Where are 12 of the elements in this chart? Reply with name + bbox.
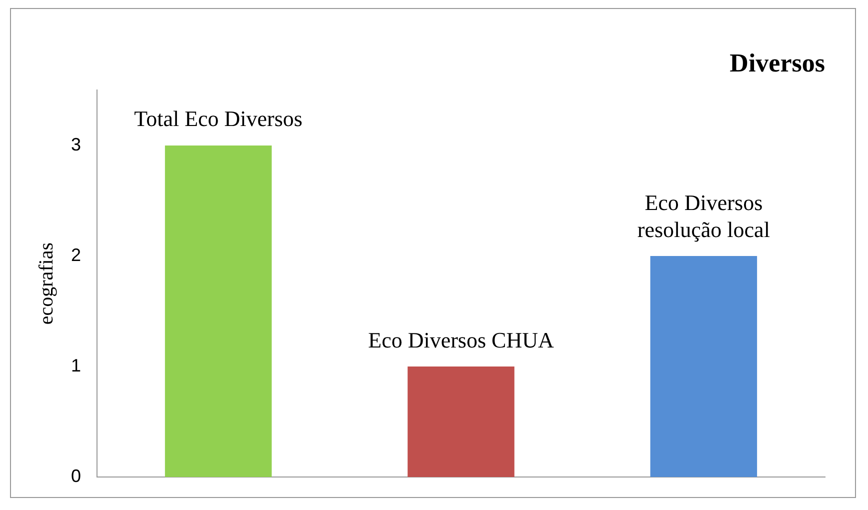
x-tick-label: Eco Diversos CHUA <box>368 327 554 352</box>
x-tick-label: Eco Diversos resolução local <box>637 190 770 242</box>
bar <box>650 256 758 477</box>
y-tick-label: 0 <box>70 466 82 486</box>
bar <box>164 145 272 477</box>
y-tick-label: 2 <box>70 244 82 265</box>
y-tick-label: 1 <box>70 355 82 376</box>
chart-title: Diversos <box>730 48 825 78</box>
x-tick-label: Total Eco Diversos <box>134 106 302 132</box>
y-tick-label: 3 <box>70 134 82 154</box>
bar <box>408 366 514 477</box>
y-axis-title: ecografias <box>35 242 58 325</box>
